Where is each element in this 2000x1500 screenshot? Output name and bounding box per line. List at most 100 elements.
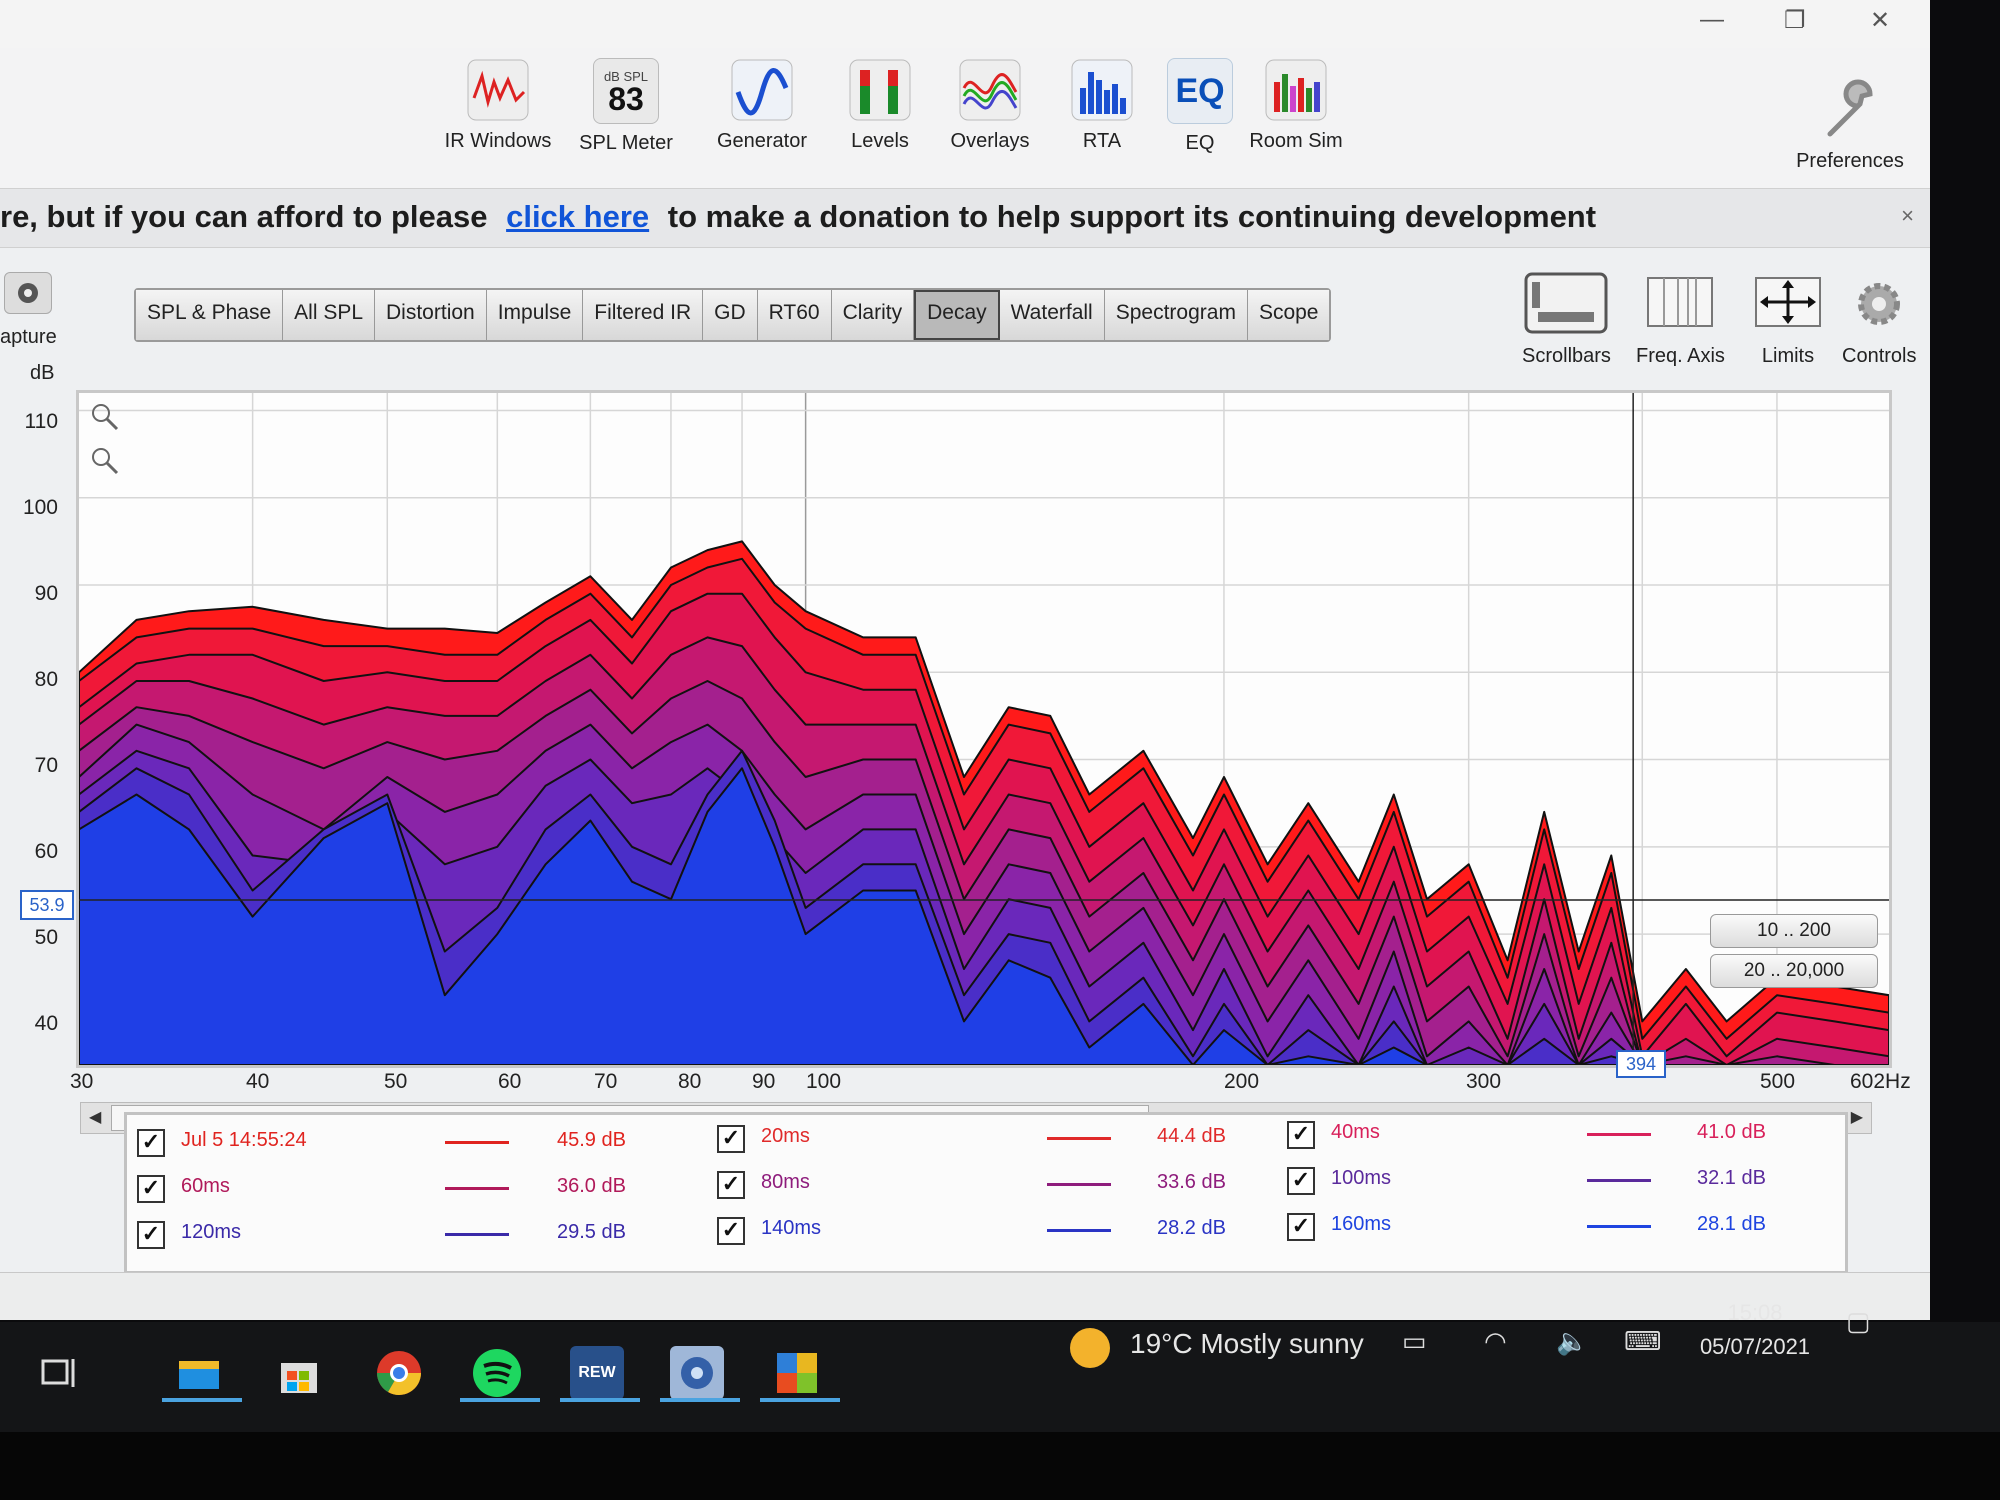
- legend-value: 33.6 dB: [1157, 1171, 1226, 1193]
- tab-all-spl[interactable]: All SPL: [283, 290, 376, 340]
- app-icon[interactable]: [770, 1346, 824, 1400]
- banner-message: re, but if you can afford to please clic…: [0, 199, 1596, 235]
- tab-spectrogram[interactable]: Spectrogram: [1104, 290, 1248, 340]
- scroll-right-icon[interactable]: ▶: [1850, 1109, 1863, 1126]
- chrome-icon[interactable]: [372, 1346, 426, 1400]
- file-explorer-icon[interactable]: [172, 1346, 226, 1400]
- spl-value: 83: [608, 80, 644, 117]
- spl-meter-button[interactable]: dB SPL 83 SPL Meter: [566, 58, 686, 155]
- room-sim-button[interactable]: Room Sim: [1236, 58, 1356, 153]
- title-bar: — ❐ ✕: [0, 0, 1930, 49]
- clock-date[interactable]: 05/07/2021: [1699, 1334, 1811, 1359]
- wifi-icon[interactable]: ◠: [1484, 1326, 1507, 1356]
- rew-icon[interactable]: REW: [570, 1346, 624, 1400]
- tool-label: Preferences: [1796, 150, 1904, 172]
- legend-item: ✓ 140ms 28.2 dB: [717, 1211, 1277, 1251]
- checkbox[interactable]: ✓: [1287, 1167, 1315, 1195]
- checkbox[interactable]: ✓: [137, 1129, 165, 1157]
- dsp-icon[interactable]: [670, 1346, 724, 1400]
- store-icon[interactable]: [272, 1346, 326, 1400]
- tool-label: Room Sim: [1249, 130, 1343, 152]
- weather-icon: [1070, 1328, 1110, 1368]
- banner-close-button[interactable]: ×: [1901, 203, 1914, 228]
- decay-chart[interactable]: [79, 393, 1889, 1065]
- preferences-button[interactable]: Preferences: [1790, 78, 1910, 173]
- tab-filtered-ir[interactable]: Filtered IR: [583, 290, 704, 340]
- limits-button[interactable]: Limits: [1752, 272, 1824, 368]
- x-tick-label: 602Hz: [1850, 1070, 1911, 1093]
- decay-area-160ms: [79, 767, 1889, 1065]
- levels-icon: [848, 58, 912, 122]
- tab-distortion[interactable]: Distortion: [375, 290, 487, 340]
- weather-temp: 19°C: [1130, 1328, 1193, 1359]
- ir-windows-icon: [466, 58, 530, 122]
- legend-name: 120ms: [181, 1221, 242, 1243]
- rta-button[interactable]: RTA: [1042, 58, 1162, 153]
- legend-swatch: [1587, 1179, 1651, 1182]
- zoom-in-icon[interactable]: [92, 404, 119, 431]
- range-20-20000-button[interactable]: 20 .. 20,000: [1710, 954, 1878, 988]
- checkbox[interactable]: ✓: [137, 1175, 165, 1203]
- checkbox[interactable]: ✓: [717, 1217, 745, 1245]
- gear-icon: [1858, 283, 1901, 325]
- tab-decay[interactable]: Decay: [914, 290, 1000, 340]
- freq-axis-button[interactable]: Freq. Axis: [1636, 272, 1725, 368]
- task-view-icon[interactable]: [32, 1346, 86, 1400]
- checkbox[interactable]: ✓: [137, 1221, 165, 1249]
- legend-value: 28.1 dB: [1697, 1213, 1766, 1235]
- close-icon[interactable]: ✕: [1870, 7, 1891, 34]
- tab-scope[interactable]: Scope: [1247, 290, 1330, 340]
- donation-banner: re, but if you can afford to please clic…: [0, 188, 1930, 248]
- status-bar: [0, 1272, 1930, 1320]
- checkbox[interactable]: ✓: [717, 1125, 745, 1153]
- limits-icon: [1755, 277, 1821, 327]
- decay-plot[interactable]: [76, 390, 1892, 1068]
- overlays-button[interactable]: Overlays: [930, 58, 1050, 153]
- spotify-icon[interactable]: [470, 1346, 524, 1400]
- notification-icon[interactable]: ▢: [1846, 1306, 1871, 1336]
- minimize-icon[interactable]: —: [1700, 6, 1724, 33]
- checkbox[interactable]: ✓: [1287, 1121, 1315, 1149]
- legend-item: ✓ 160ms 28.1 dB: [1287, 1207, 1827, 1247]
- checkbox[interactable]: ✓: [717, 1171, 745, 1199]
- restore-icon[interactable]: ❐: [1784, 7, 1806, 34]
- tool-label: IR Windows: [444, 130, 552, 152]
- capture-button[interactable]: [4, 272, 52, 314]
- zoom-out-icon[interactable]: [92, 448, 119, 475]
- banner-text-after: to make a donation to help support its c…: [667, 199, 1597, 234]
- tab-rt60[interactable]: RT60: [757, 290, 832, 340]
- legend-panel: ✓ Jul 5 14:55:24 45.9 dB ✓ 20ms 44.4 dB …: [124, 1112, 1848, 1274]
- ir-windows-button[interactable]: IR Windows: [438, 58, 558, 153]
- eq-button[interactable]: EQ EQ: [1140, 58, 1260, 155]
- tab-impulse[interactable]: Impulse: [486, 290, 584, 340]
- clock-time[interactable]: 15:08: [1727, 1300, 1783, 1325]
- active-indicator: [760, 1398, 840, 1402]
- spl-meter-icon: dB SPL 83: [593, 58, 659, 124]
- legend-name: 40ms: [1331, 1121, 1380, 1143]
- generator-button[interactable]: Generator: [702, 58, 822, 153]
- scrollbars-button[interactable]: Scrollbars: [1522, 272, 1611, 368]
- battery-icon[interactable]: ▭: [1402, 1326, 1427, 1356]
- donation-link[interactable]: click here: [506, 199, 650, 234]
- tab-spl-phase[interactable]: SPL & Phase: [136, 290, 284, 340]
- controls-button[interactable]: Controls: [1842, 272, 1916, 368]
- legend-value: 32.1 dB: [1697, 1167, 1766, 1189]
- scroll-left-icon[interactable]: ◀: [89, 1109, 102, 1126]
- wrench-icon: [1818, 78, 1882, 142]
- volume-icon[interactable]: 🔈: [1556, 1326, 1589, 1356]
- legend-name: 100ms: [1331, 1167, 1392, 1189]
- tab-waterfall[interactable]: Waterfall: [999, 290, 1105, 340]
- x-tick-label: 60: [498, 1070, 522, 1093]
- checkbox[interactable]: ✓: [1287, 1213, 1315, 1241]
- legend-item: ✓ 120ms 29.5 dB: [137, 1215, 697, 1255]
- y-tick-label: 100: [22, 496, 58, 519]
- y-tick-label: 50: [34, 926, 58, 949]
- range-10-200-button[interactable]: 10 .. 200: [1710, 914, 1878, 948]
- levels-button[interactable]: Levels: [820, 58, 940, 153]
- tab-gd[interactable]: GD: [703, 290, 758, 340]
- legend-item: ✓ 80ms 33.6 dB: [717, 1165, 1277, 1205]
- tab-clarity[interactable]: Clarity: [831, 290, 915, 340]
- keyboard-icon[interactable]: ⌨: [1624, 1326, 1662, 1356]
- weather-widget[interactable]: 19°C Mostly sunny: [1130, 1328, 1364, 1360]
- y-tick-label: 90: [34, 582, 58, 605]
